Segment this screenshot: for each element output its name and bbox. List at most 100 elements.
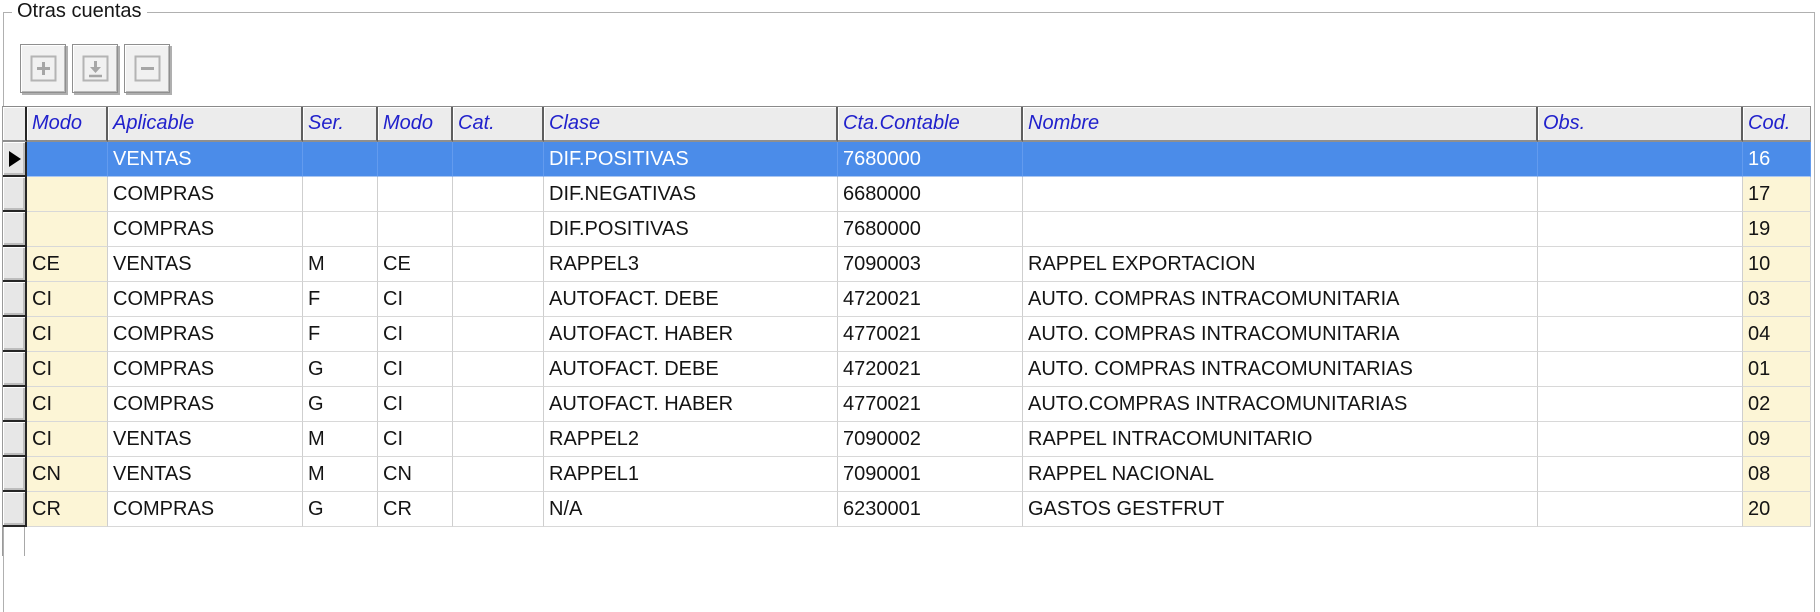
cell-cta-contable[interactable]: 6230001: [838, 492, 1023, 527]
cell-cat[interactable]: [453, 177, 544, 212]
cell-modo-2[interactable]: [378, 212, 453, 247]
cell-cod[interactable]: 02: [1743, 387, 1811, 422]
cell-cat[interactable]: [453, 422, 544, 457]
table-row[interactable]: CI COMPRAS G CI AUTOFACT. HABER 4770021 …: [3, 387, 1811, 422]
cell-cat[interactable]: [453, 317, 544, 352]
table-row[interactable]: CN VENTAS M CN RAPPEL1 7090001 RAPPEL NA…: [3, 457, 1811, 492]
row-indicator-cell[interactable]: [3, 247, 27, 282]
cell-cod[interactable]: 08: [1743, 457, 1811, 492]
cell-aplicable[interactable]: VENTAS: [108, 247, 303, 282]
cell-obs[interactable]: [1538, 177, 1743, 212]
cell-nombre[interactable]: [1023, 142, 1538, 177]
column-header-clase[interactable]: Clase: [544, 107, 838, 142]
cell-cat[interactable]: [453, 212, 544, 247]
cell-cod[interactable]: 16: [1743, 142, 1811, 177]
cell-modo[interactable]: CI: [27, 352, 108, 387]
table-row[interactable]: CI COMPRAS F CI AUTOFACT. DEBE 4720021 A…: [3, 282, 1811, 317]
cell-cat[interactable]: [453, 247, 544, 282]
cell-clase[interactable]: N/A: [544, 492, 838, 527]
cell-ser[interactable]: G: [303, 352, 378, 387]
cell-modo[interactable]: CI: [27, 387, 108, 422]
row-indicator-cell[interactable]: [3, 282, 27, 317]
cell-modo[interactable]: [27, 212, 108, 247]
row-indicator-cell[interactable]: [3, 142, 27, 177]
cell-ser[interactable]: F: [303, 282, 378, 317]
cell-ser[interactable]: G: [303, 492, 378, 527]
cell-aplicable[interactable]: COMPRAS: [108, 212, 303, 247]
cell-ser[interactable]: [303, 177, 378, 212]
cell-modo[interactable]: [27, 177, 108, 212]
cell-clase[interactable]: AUTOFACT. HABER: [544, 317, 838, 352]
row-indicator-cell[interactable]: [3, 387, 27, 422]
cell-obs[interactable]: [1538, 422, 1743, 457]
cell-aplicable[interactable]: VENTAS: [108, 142, 303, 177]
column-header-modo-2[interactable]: Modo: [378, 107, 453, 142]
column-header-cod[interactable]: Cod.: [1743, 107, 1811, 142]
cell-ser[interactable]: [303, 212, 378, 247]
cell-obs[interactable]: [1538, 492, 1743, 527]
cell-modo-2[interactable]: CI: [378, 352, 453, 387]
cell-modo[interactable]: [27, 142, 108, 177]
cell-nombre[interactable]: RAPPEL EXPORTACION: [1023, 247, 1538, 282]
table-row[interactable]: COMPRAS DIF.POSITIVAS 7680000 19: [3, 212, 1811, 247]
cell-aplicable[interactable]: COMPRAS: [108, 317, 303, 352]
row-indicator-cell[interactable]: [3, 492, 27, 527]
cell-modo-2[interactable]: [378, 142, 453, 177]
cell-cat[interactable]: [453, 457, 544, 492]
cell-clase[interactable]: AUTOFACT. DEBE: [544, 352, 838, 387]
column-header-obs[interactable]: Obs.: [1538, 107, 1743, 142]
cell-ser[interactable]: M: [303, 457, 378, 492]
cell-cat[interactable]: [453, 352, 544, 387]
table-row[interactable]: CI COMPRAS G CI AUTOFACT. DEBE 4720021 A…: [3, 352, 1811, 387]
table-row[interactable]: CI VENTAS M CI RAPPEL2 7090002 RAPPEL IN…: [3, 422, 1811, 457]
cell-obs[interactable]: [1538, 142, 1743, 177]
cell-cod[interactable]: 04: [1743, 317, 1811, 352]
table-row[interactable]: CE VENTAS M CE RAPPEL3 7090003 RAPPEL EX…: [3, 247, 1811, 282]
table-row[interactable]: VENTAS DIF.POSITIVAS 7680000 16: [3, 142, 1811, 177]
column-header-cta-contable[interactable]: Cta.Contable: [838, 107, 1023, 142]
cell-obs[interactable]: [1538, 457, 1743, 492]
cell-ser[interactable]: M: [303, 422, 378, 457]
column-header-aplicable[interactable]: Aplicable: [108, 107, 303, 142]
cell-cta-contable[interactable]: 4720021: [838, 282, 1023, 317]
cell-obs[interactable]: [1538, 282, 1743, 317]
cell-nombre[interactable]: GASTOS GESTFRUT: [1023, 492, 1538, 527]
cell-modo-2[interactable]: CE: [378, 247, 453, 282]
cell-clase[interactable]: AUTOFACT. DEBE: [544, 282, 838, 317]
cell-cta-contable[interactable]: 7090003: [838, 247, 1023, 282]
cell-modo-2[interactable]: CR: [378, 492, 453, 527]
post-record-button[interactable]: [72, 44, 118, 93]
row-indicator-cell[interactable]: [3, 317, 27, 352]
cell-nombre[interactable]: RAPPEL INTRACOMUNITARIO: [1023, 422, 1538, 457]
cell-modo[interactable]: CI: [27, 282, 108, 317]
cell-clase[interactable]: DIF.POSITIVAS: [544, 142, 838, 177]
cell-aplicable[interactable]: COMPRAS: [108, 282, 303, 317]
cell-cod[interactable]: 01: [1743, 352, 1811, 387]
cell-cta-contable[interactable]: 7090001: [838, 457, 1023, 492]
cell-clase[interactable]: RAPPEL2: [544, 422, 838, 457]
cell-nombre[interactable]: RAPPEL NACIONAL: [1023, 457, 1538, 492]
cell-obs[interactable]: [1538, 387, 1743, 422]
row-indicator-cell[interactable]: [3, 212, 27, 247]
column-header-nombre[interactable]: Nombre: [1023, 107, 1538, 142]
cell-ser[interactable]: F: [303, 317, 378, 352]
cell-aplicable[interactable]: COMPRAS: [108, 177, 303, 212]
insert-record-button[interactable]: [20, 44, 66, 93]
cell-nombre[interactable]: AUTO. COMPRAS INTRACOMUNITARIAS: [1023, 352, 1538, 387]
cell-cod[interactable]: 03: [1743, 282, 1811, 317]
cell-cat[interactable]: [453, 142, 544, 177]
cell-cta-contable[interactable]: 4770021: [838, 317, 1023, 352]
cell-modo-2[interactable]: CN: [378, 457, 453, 492]
cell-nombre[interactable]: AUTO. COMPRAS INTRACOMUNITARIA: [1023, 282, 1538, 317]
cell-cat[interactable]: [453, 492, 544, 527]
cell-nombre[interactable]: [1023, 212, 1538, 247]
cell-nombre[interactable]: [1023, 177, 1538, 212]
cell-cod[interactable]: 20: [1743, 492, 1811, 527]
cell-cod[interactable]: 09: [1743, 422, 1811, 457]
cell-obs[interactable]: [1538, 352, 1743, 387]
row-indicator-cell[interactable]: [3, 457, 27, 492]
cell-clase[interactable]: RAPPEL3: [544, 247, 838, 282]
row-indicator-cell[interactable]: [3, 352, 27, 387]
cell-clase[interactable]: DIF.NEGATIVAS: [544, 177, 838, 212]
cell-cod[interactable]: 17: [1743, 177, 1811, 212]
